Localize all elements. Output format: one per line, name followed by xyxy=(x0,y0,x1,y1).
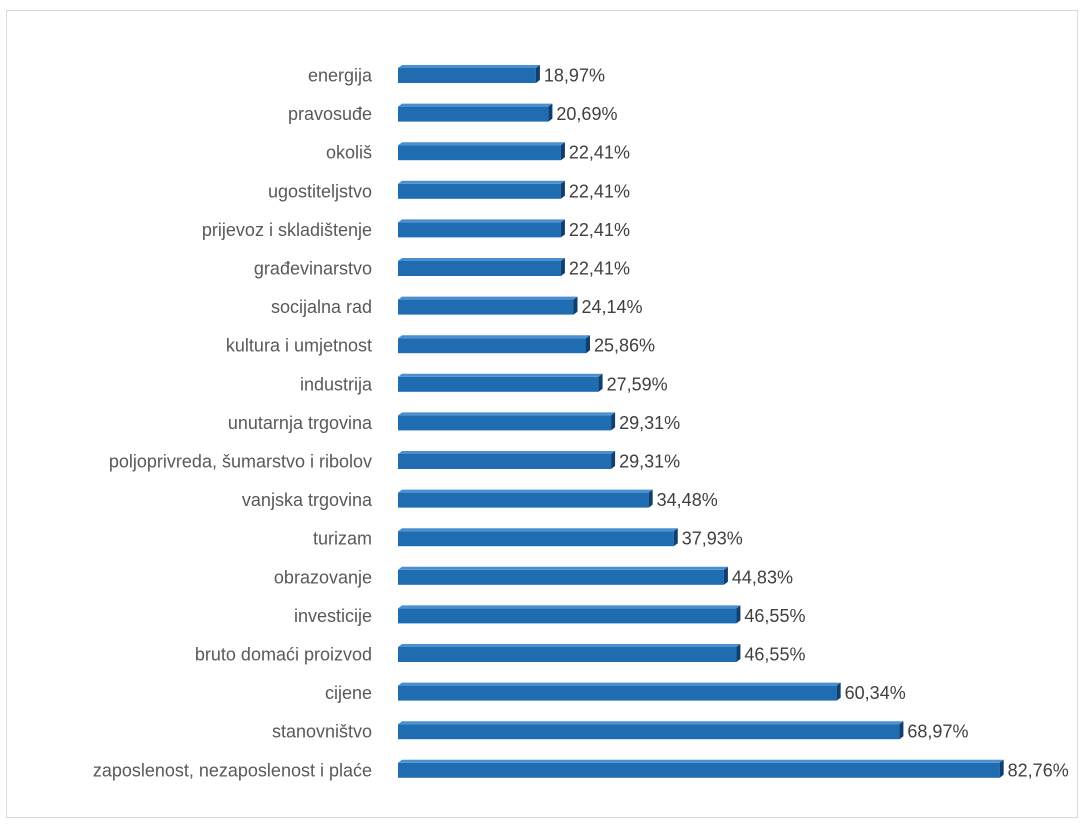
bar-side xyxy=(611,451,616,469)
bar-side xyxy=(899,721,904,740)
category-label: obrazovanje xyxy=(274,567,372,587)
bar-top xyxy=(398,219,565,223)
category-label: energija xyxy=(308,66,373,86)
bar xyxy=(398,685,837,701)
category-label: poljoprivreda, šumarstvo i ribolov xyxy=(109,452,372,472)
bar xyxy=(398,415,612,431)
value-label: 29,31% xyxy=(619,452,680,472)
bar-side xyxy=(736,644,741,662)
bar xyxy=(398,531,674,547)
category-label: socijalna rad xyxy=(271,297,372,317)
bar-side xyxy=(573,296,578,315)
bar-side xyxy=(560,180,565,199)
value-label: 22,41% xyxy=(569,143,630,163)
bar-side xyxy=(548,103,553,122)
bar-side xyxy=(736,605,741,624)
bar-top xyxy=(398,412,616,416)
bar xyxy=(398,222,561,238)
bar xyxy=(398,569,724,585)
bar-top xyxy=(398,721,904,725)
bar xyxy=(398,376,599,392)
category-label: kultura i umjetnost xyxy=(226,336,372,356)
value-label: 37,93% xyxy=(682,529,743,549)
bar-top xyxy=(398,489,653,493)
bar-top xyxy=(398,373,603,377)
value-label: 60,34% xyxy=(845,683,906,703)
value-label: 46,55% xyxy=(744,645,805,665)
bar-top xyxy=(398,335,591,339)
bar-side xyxy=(648,489,653,508)
bar-top xyxy=(398,258,565,261)
value-label: 25,86% xyxy=(594,336,655,356)
category-label: okoliš xyxy=(326,143,372,163)
bar-side xyxy=(723,566,728,585)
value-label: 68,97% xyxy=(907,722,968,742)
bar-side xyxy=(586,335,591,354)
bar xyxy=(398,183,561,199)
value-label: 27,59% xyxy=(607,374,668,394)
category-label: prijevoz i skladištenje xyxy=(202,220,372,240)
category-label: cijene xyxy=(325,683,372,703)
bar-top xyxy=(398,103,553,107)
category-label: industrija xyxy=(300,374,373,394)
category-label: stanovništvo xyxy=(272,722,372,742)
bar xyxy=(398,492,649,508)
category-label: pravosuđe xyxy=(288,104,372,124)
bar xyxy=(398,608,737,624)
category-label: bruto domaći proizvod xyxy=(195,645,372,665)
value-label: 44,83% xyxy=(732,567,793,587)
bar-side xyxy=(611,412,616,431)
category-label: građevinarstvo xyxy=(254,259,372,279)
value-label: 18,97% xyxy=(544,66,605,86)
bar-top xyxy=(398,644,741,647)
value-label: 20,69% xyxy=(556,104,617,124)
bar-top xyxy=(398,142,565,146)
value-label: 34,48% xyxy=(657,490,718,510)
category-label: investicije xyxy=(294,606,372,626)
bar-side xyxy=(560,142,565,161)
bar xyxy=(398,762,1000,778)
bar xyxy=(398,299,574,315)
bar-side xyxy=(673,528,678,547)
value-label: 22,41% xyxy=(569,220,630,240)
bar-side xyxy=(836,682,841,701)
bar-side xyxy=(560,258,565,276)
bar xyxy=(398,68,536,83)
bar xyxy=(398,261,561,276)
value-label: 82,76% xyxy=(1008,760,1069,780)
category-label: turizam xyxy=(313,529,372,549)
category-label: vanjska trgovina xyxy=(242,490,373,510)
bar-side xyxy=(560,219,565,238)
bar-top xyxy=(398,528,678,532)
bar-top xyxy=(398,759,1004,763)
bar xyxy=(398,106,549,122)
bar xyxy=(398,724,900,740)
bar xyxy=(398,145,561,161)
bar-top xyxy=(398,296,578,300)
value-label: 22,41% xyxy=(569,259,630,279)
bar-top xyxy=(398,180,565,184)
bar-top xyxy=(398,605,741,609)
bar-top xyxy=(398,65,540,68)
bar-top xyxy=(398,566,728,570)
bar-side xyxy=(999,759,1004,778)
bar-side xyxy=(598,373,603,392)
bar-side xyxy=(535,65,540,83)
bar xyxy=(398,647,737,662)
category-label: ugostiteljstvo xyxy=(268,181,372,201)
category-label: zaposlenost, nezaposlenost i plaće xyxy=(93,760,372,780)
category-label: unutarnja trgovina xyxy=(228,413,373,433)
bar xyxy=(398,454,612,469)
bar-top xyxy=(398,451,616,454)
value-label: 24,14% xyxy=(581,297,642,317)
value-label: 22,41% xyxy=(569,181,630,201)
bar-top xyxy=(398,682,841,686)
value-label: 46,55% xyxy=(744,606,805,626)
bar xyxy=(398,338,587,354)
value-label: 29,31% xyxy=(619,413,680,433)
